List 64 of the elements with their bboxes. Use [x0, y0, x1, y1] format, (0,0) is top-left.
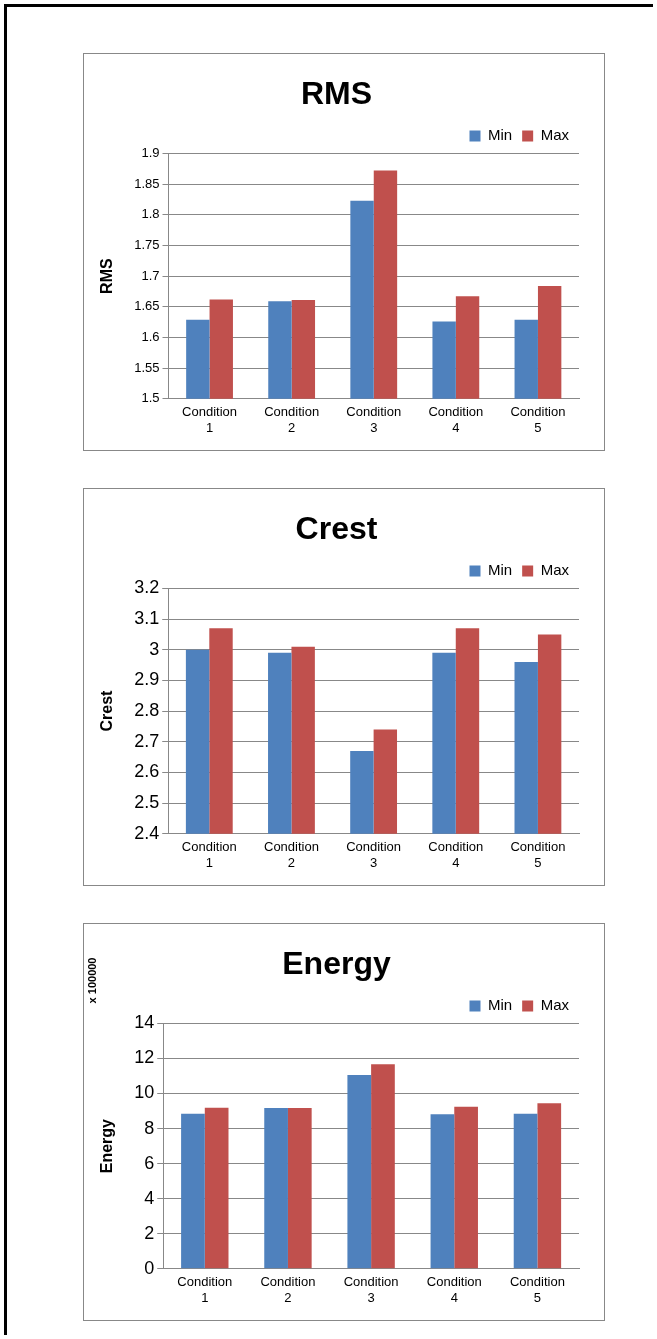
x-tick-label: Condition 5 [510, 404, 566, 435]
y-tick-label: 2.6 [134, 761, 160, 782]
chart-title: Crest [295, 510, 378, 547]
y-tick-label: 1.55 [134, 359, 160, 375]
bar [537, 1103, 562, 1269]
text: x 100000 [86, 957, 99, 1004]
y-tick-label: 4 [144, 1187, 155, 1208]
bar [347, 1074, 372, 1269]
y-tick-label: 6 [144, 1152, 155, 1173]
y-tick-label: 3.1 [134, 608, 160, 629]
x-tick-label: Condition 5 [510, 839, 566, 870]
y-tick-label: 14 [134, 1012, 155, 1033]
bar [204, 1107, 229, 1269]
bar [454, 1106, 478, 1269]
legend-label: Min [487, 561, 513, 579]
y-tick-label: 2.8 [134, 700, 160, 721]
y-tick-label: 1.85 [134, 175, 160, 191]
y-tick-label: 1.6 [141, 329, 160, 345]
y-tick-label: 1.8 [141, 206, 160, 222]
x-tick-label: Condition 5 [509, 1274, 565, 1305]
y-axis-title: Energy [98, 1118, 116, 1174]
y-tick-label: 2 [144, 1222, 155, 1243]
x-tick-label: Condition 1 [177, 1274, 233, 1305]
x-tick-label: Condition 1 [182, 404, 238, 435]
y-tick-label: 2.5 [134, 792, 160, 813]
bar [287, 1108, 312, 1269]
x-tick-label: Condition 3 [346, 839, 402, 870]
y-tick-label: 1.7 [141, 267, 160, 283]
bar [513, 1113, 538, 1269]
legend-label: Max [540, 561, 570, 579]
chart-title: RMS [300, 75, 373, 112]
legend-label: Min [487, 126, 513, 144]
y-axis-title: RMS [98, 258, 116, 294]
y-tick-label: 10 [134, 1082, 155, 1103]
y-tick-label: 1.65 [134, 298, 160, 314]
y-tick-label: 2.9 [134, 669, 160, 690]
bar [264, 1108, 288, 1269]
legend-label: Max [540, 996, 570, 1014]
y-axis-title: Crest [98, 689, 116, 732]
x-tick-label: Condition 3 [343, 1274, 399, 1305]
y-tick-label: 3.2 [134, 577, 160, 598]
x-tick-label: Condition 4 [428, 839, 484, 870]
chart-title: Energy [282, 945, 391, 982]
x-tick-label: Condition 2 [264, 404, 320, 435]
x-tick-label: Condition 1 [181, 839, 237, 870]
y-tick-label: 3 [149, 638, 160, 659]
x-tick-label: Condition 2 [260, 1274, 316, 1305]
y-tick-label: 2.4 [134, 822, 160, 843]
legend-label: Max [540, 126, 570, 144]
bar [181, 1113, 205, 1269]
y-tick-label: 2.7 [134, 730, 160, 751]
y-tick-label: 1.5 [141, 390, 160, 406]
x-tick-label: Condition 4 [428, 404, 484, 435]
y-tick-label: 12 [134, 1047, 155, 1068]
bar [430, 1114, 455, 1269]
bar [371, 1064, 395, 1269]
y-tick-label: 1.9 [141, 144, 160, 160]
y-tick-label: 1.75 [134, 237, 160, 252]
x-tick-label: Condition 4 [426, 1274, 482, 1305]
y-tick-label: 8 [144, 1117, 155, 1138]
x-tick-label: Condition 2 [263, 839, 319, 870]
x-tick-label: Condition 3 [346, 404, 402, 435]
legend-label: Min [487, 996, 513, 1014]
y-tick-label: 0 [144, 1257, 155, 1278]
